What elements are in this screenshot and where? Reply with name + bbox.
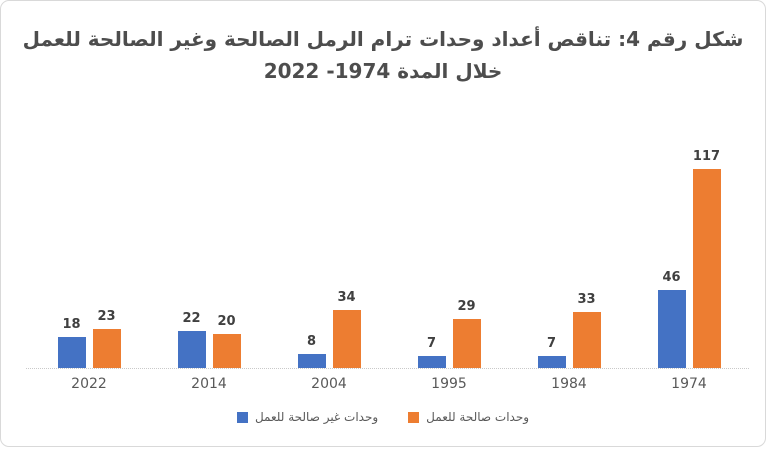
- bar-value-label-working-2014: 20: [217, 314, 236, 329]
- bar-wrap-working-1974: 117: [692, 149, 721, 368]
- bar-nonworking-2014: [177, 331, 206, 368]
- bar-group-1995: 7 29: [389, 131, 509, 368]
- bar-nonworking-1974: [657, 290, 686, 368]
- bar-nonworking-1995: [417, 356, 446, 368]
- bar-value-label-working-1974: 117: [692, 149, 721, 164]
- bar-value-label-working-1984: 33: [577, 292, 596, 307]
- bar-wrap-nonworking-2022: 18: [57, 317, 86, 368]
- x-axis-labels: 2022 2014 2004 1995 1984 1974: [29, 376, 749, 392]
- bar-value-label-nonworking-1974: 46: [662, 270, 681, 285]
- legend-entry-working: وحدات صالحة للعمل: [408, 410, 529, 424]
- bar-group-2014: 22 20: [149, 131, 269, 368]
- x-axis-label-1974: 1974: [671, 376, 707, 392]
- legend-swatch-nonworking-icon: [236, 411, 248, 423]
- x-axis-line: [26, 368, 749, 369]
- bar-wrap-working-1995: 29: [452, 299, 481, 368]
- bar-wrap-nonworking-1995: 7: [417, 336, 446, 368]
- bar-working-2022: [92, 329, 121, 368]
- bar-nonworking-1984: [537, 356, 566, 368]
- bar-value-label-nonworking-1995: 7: [426, 336, 437, 351]
- legend-entry-nonworking: وحدات غير صالحة للعمل: [236, 410, 379, 424]
- bar-value-label-nonworking-1984: 7: [546, 336, 557, 351]
- bar-value-label-working-2022: 23: [97, 309, 116, 324]
- bar-wrap-nonworking-2014: 22: [177, 311, 206, 368]
- bar-value-label-nonworking-2014: 22: [182, 311, 201, 326]
- legend-label-working: وحدات صالحة للعمل: [426, 410, 530, 424]
- bar-wrap-working-1984: 33: [572, 292, 601, 368]
- chart-title-line2: خلال المدة 1974- 2022: [263, 59, 503, 83]
- bar-nonworking-2022: [57, 337, 86, 368]
- bar-value-label-working-2004: 34: [337, 290, 356, 305]
- legend: وحدات صالحة للعمل وحدات غير صالحة للعمل: [1, 410, 765, 424]
- bar-working-1984: [572, 312, 601, 368]
- legend-swatch-working-icon: [408, 411, 420, 423]
- x-axis-label-2022: 2022: [71, 376, 107, 392]
- bar-working-2004: [332, 310, 361, 368]
- bar-group-1974: 46 117: [629, 131, 749, 368]
- bar-value-label-nonworking-2022: 18: [62, 317, 81, 332]
- bar-wrap-working-2022: 23: [92, 309, 121, 368]
- plot-area: 18 23 22 20 8 34 7 29 7 33 46 117: [29, 131, 749, 368]
- bar-group-2004: 8 34: [269, 131, 389, 368]
- legend-label-nonworking: وحدات غير صالحة للعمل: [254, 410, 379, 424]
- x-axis-label-2014: 2014: [191, 376, 227, 392]
- bar-working-1995: [452, 319, 481, 368]
- bar-value-label-working-1995: 29: [457, 299, 476, 314]
- bar-wrap-nonworking-1974: 46: [657, 270, 686, 368]
- bar-group-2022: 18 23: [29, 131, 149, 368]
- bar-wrap-nonworking-2004: 8: [297, 334, 326, 368]
- x-axis-label-2004: 2004: [311, 376, 347, 392]
- bar-wrap-nonworking-1984: 7: [537, 336, 566, 368]
- bar-value-label-nonworking-2004: 8: [306, 334, 317, 349]
- chart-title-line1: شكل رقم 4: تناقص أعداد وحدات ترام الرمل …: [22, 27, 744, 51]
- bar-working-2014: [212, 334, 241, 368]
- bar-wrap-working-2014: 20: [212, 314, 241, 368]
- x-axis-label-1995: 1995: [431, 376, 467, 392]
- bar-nonworking-2004: [297, 354, 326, 368]
- bar-working-1974: [692, 169, 721, 368]
- bar-wrap-working-2004: 34: [332, 290, 361, 368]
- x-axis-label-1984: 1984: [551, 376, 587, 392]
- chart-title: شكل رقم 4: تناقص أعداد وحدات ترام الرمل …: [1, 23, 765, 87]
- bar-group-1984: 7 33: [509, 131, 629, 368]
